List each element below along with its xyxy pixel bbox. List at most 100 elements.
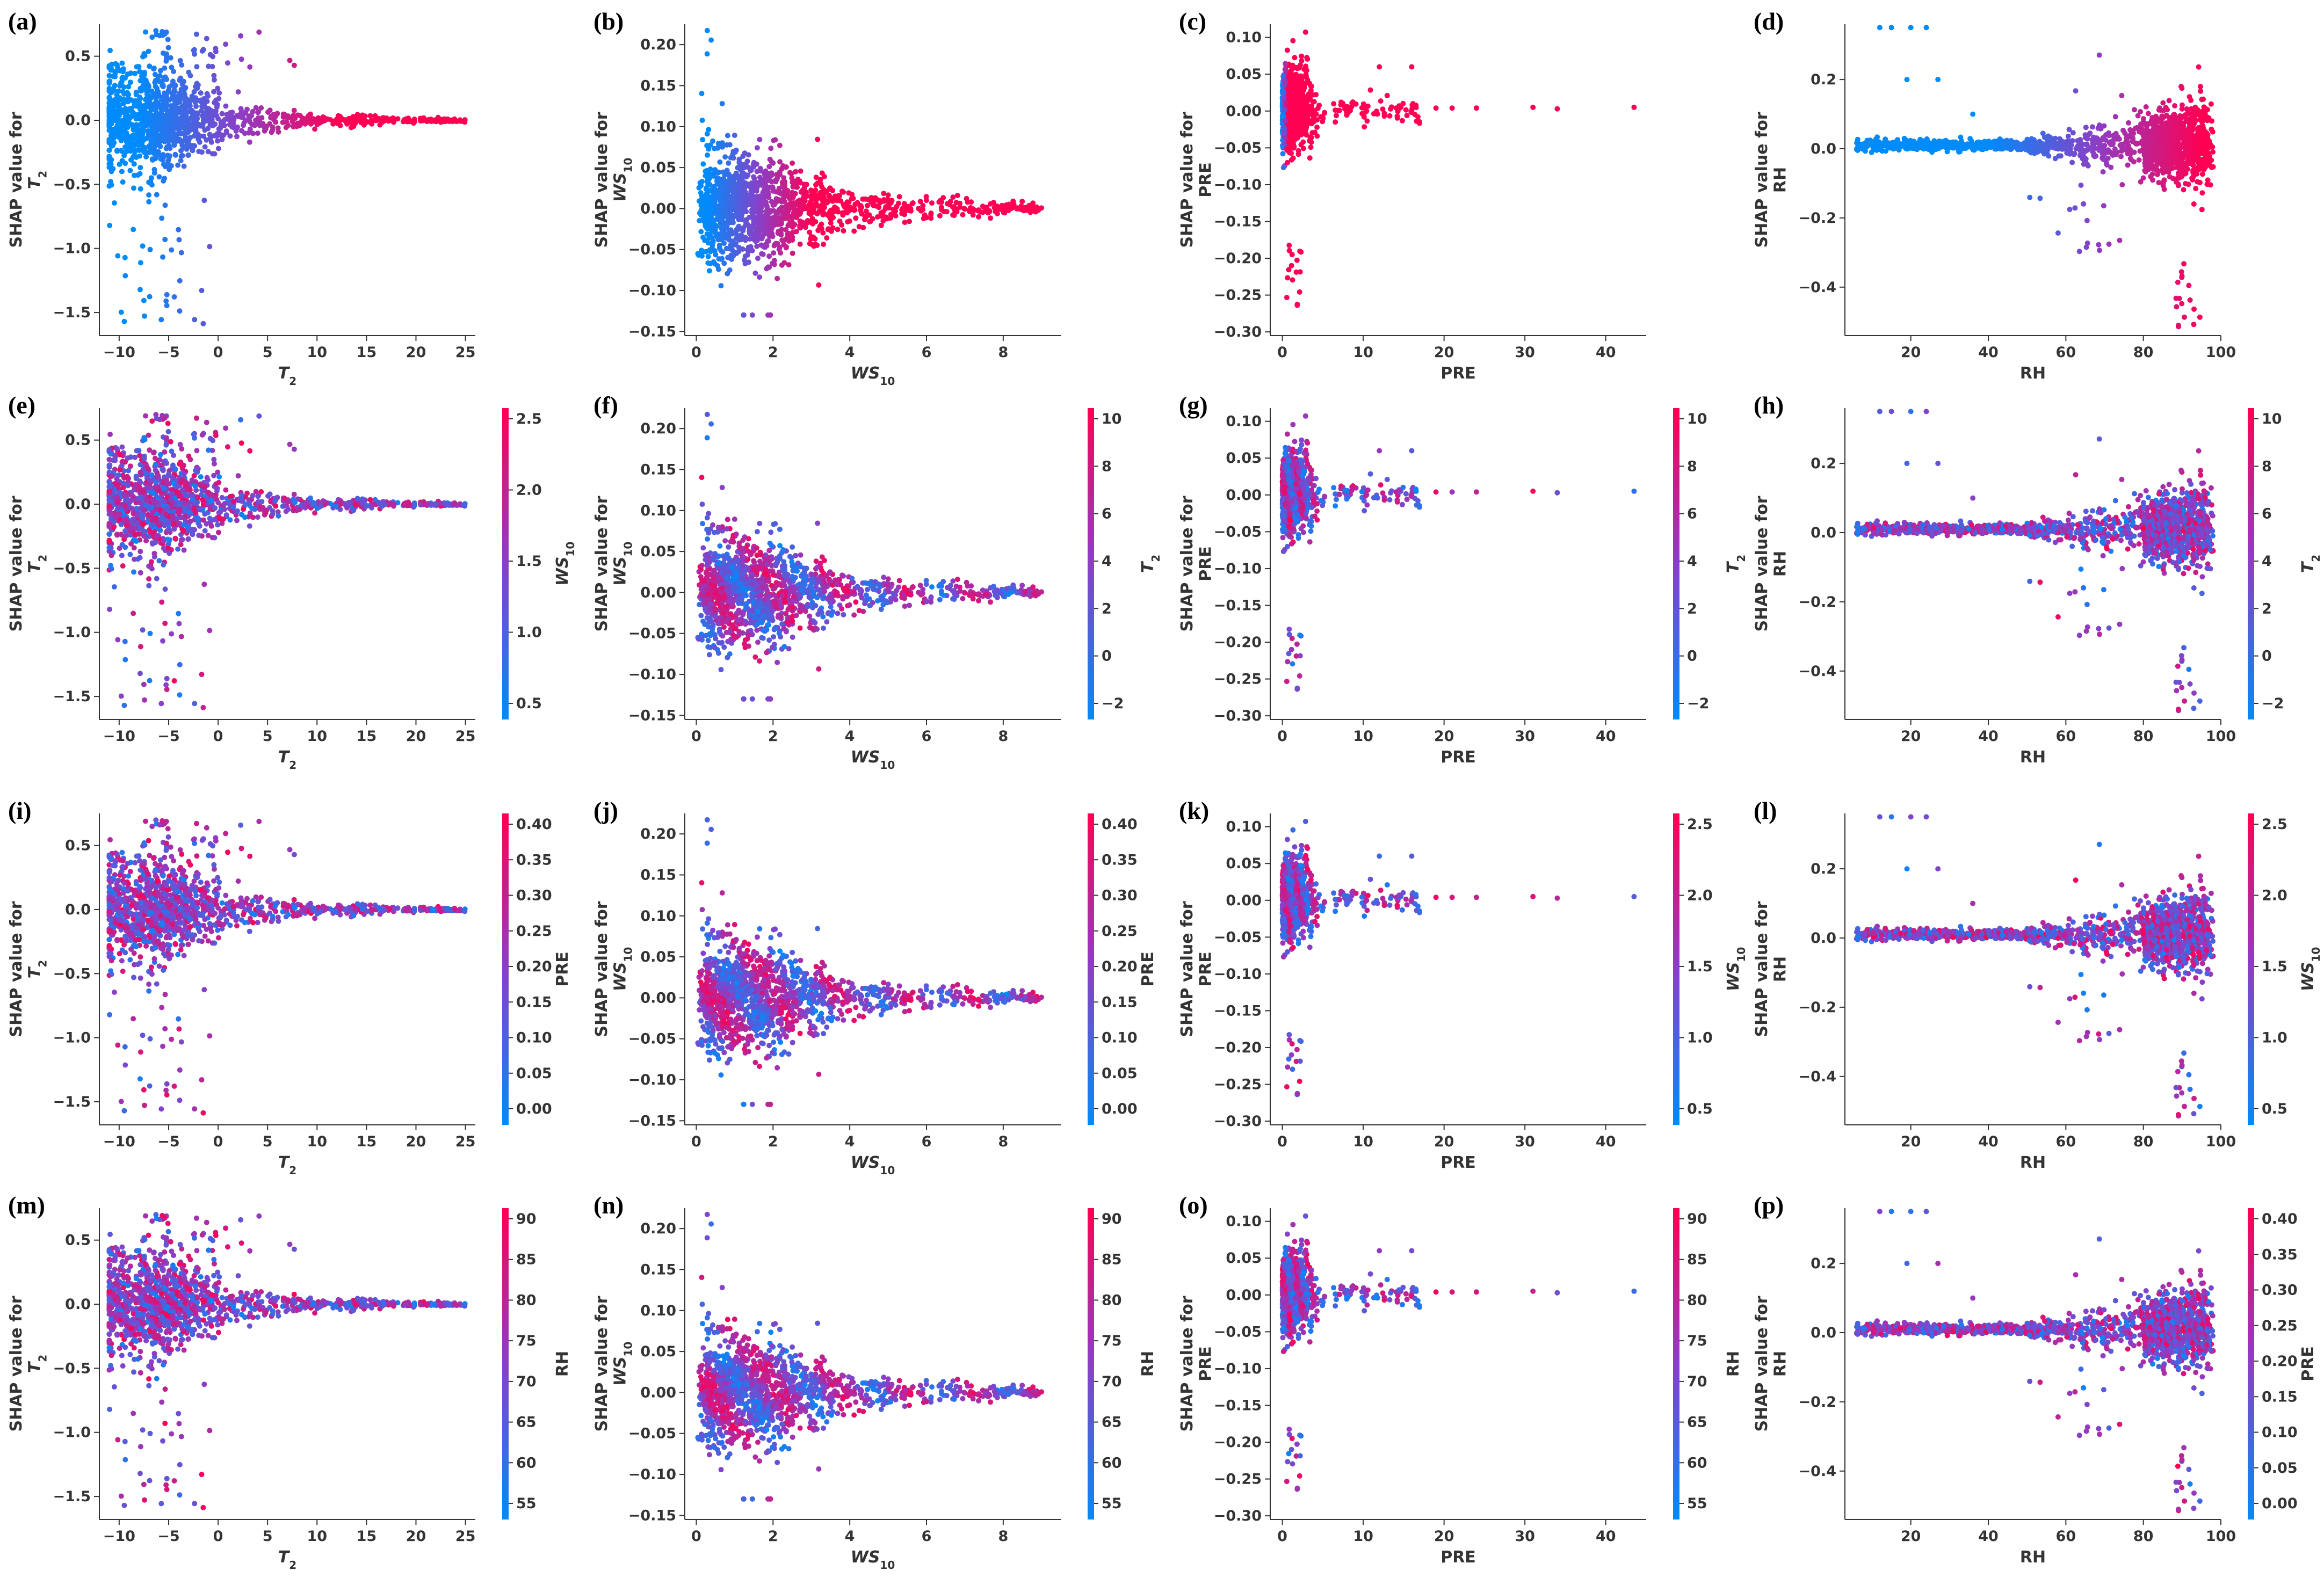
shap-point (839, 188, 845, 194)
shap-point (2100, 169, 2106, 175)
shap-point (705, 208, 711, 214)
shap-point (149, 34, 155, 40)
shap-point (763, 168, 769, 174)
shap-point (1294, 257, 1300, 263)
x-tick-label: 20 (1901, 344, 1921, 361)
shap-point (106, 161, 112, 167)
shap-point (844, 199, 850, 205)
shap-point (699, 194, 705, 200)
shap-point (2181, 187, 2187, 193)
shap-point (117, 162, 122, 168)
shap-point (134, 128, 140, 133)
shap-point (752, 230, 758, 236)
shap-point (121, 84, 127, 90)
shap-point (367, 113, 373, 119)
shap-point (699, 118, 705, 123)
shap-point (230, 114, 236, 120)
shap-point (162, 65, 168, 71)
shap-point (719, 221, 725, 226)
shap-point (1301, 101, 1307, 107)
shap-point (161, 162, 166, 168)
shap-point (176, 237, 182, 243)
shap-point (301, 118, 307, 123)
shap-point (778, 250, 784, 256)
shap-point (976, 214, 981, 220)
shap-point (246, 116, 252, 122)
shap-point (708, 198, 714, 203)
shap-point (115, 88, 121, 94)
shap-point (754, 161, 759, 167)
shap-point (1285, 159, 1290, 165)
shap-point (1302, 29, 1308, 35)
x-tick-label: 4 (845, 344, 855, 361)
y-tick-label: −0.20 (1214, 250, 1262, 267)
shap-point (1359, 105, 1365, 111)
shap-point (122, 161, 128, 166)
shap-point (704, 51, 710, 57)
shap-point (1285, 275, 1291, 281)
shap-point (718, 283, 724, 289)
shap-point (143, 29, 148, 35)
shap-point (257, 120, 263, 126)
shap-point (734, 250, 740, 256)
shap-point (810, 234, 816, 240)
shap-point (756, 220, 762, 226)
shap-point (774, 275, 780, 281)
shap-point (201, 198, 207, 203)
shap-point (2197, 84, 2203, 90)
shap-point (132, 152, 137, 158)
shap-point (754, 243, 760, 249)
shap-point (780, 163, 786, 169)
shap-point (1387, 113, 1393, 119)
shap-point (712, 261, 718, 267)
shap-point (193, 126, 199, 132)
shap-point (211, 89, 217, 94)
shap-point (807, 229, 813, 235)
shap-point (725, 133, 730, 139)
shap-point (909, 201, 915, 207)
shap-point (222, 122, 227, 128)
shap-point (161, 115, 167, 121)
shap-point (200, 321, 206, 326)
shap-point (282, 112, 287, 118)
shap-point (1280, 151, 1286, 157)
shap-point (223, 103, 229, 109)
shap-point (262, 125, 268, 131)
shap-point (853, 215, 859, 221)
shap-point (816, 282, 822, 288)
shap-point (170, 78, 176, 84)
shap-point (742, 150, 748, 156)
shap-point (136, 147, 142, 153)
shap-point (1412, 112, 1418, 118)
shap-point (766, 238, 771, 244)
shap-point (805, 220, 810, 226)
shap-point (1288, 79, 1294, 85)
shap-point (727, 267, 733, 273)
shap-point (2190, 162, 2196, 168)
shap-point (1305, 56, 1311, 62)
x-tick-label: −5 (157, 344, 179, 361)
shap-point (705, 253, 711, 259)
shap-point (181, 163, 187, 169)
shap-point (387, 117, 393, 122)
shap-point (1310, 99, 1316, 105)
shap-point (1284, 295, 1290, 301)
shap-point (790, 160, 795, 166)
shap-point (165, 37, 171, 42)
shap-point (1362, 124, 1367, 130)
shap-point (740, 246, 745, 252)
shap-point (1320, 115, 1326, 121)
shap-point (234, 134, 240, 140)
shap-point (769, 159, 774, 165)
shap-point (153, 116, 158, 122)
shap-point (170, 132, 176, 138)
shap-point (839, 222, 845, 228)
shap-point (168, 113, 173, 119)
shap-point (146, 199, 152, 205)
shap-point (258, 105, 264, 111)
y-tick-label: −0.05 (1214, 140, 1262, 156)
shap-point (815, 136, 821, 142)
shap-point (1433, 105, 1439, 111)
shap-point (696, 185, 702, 191)
